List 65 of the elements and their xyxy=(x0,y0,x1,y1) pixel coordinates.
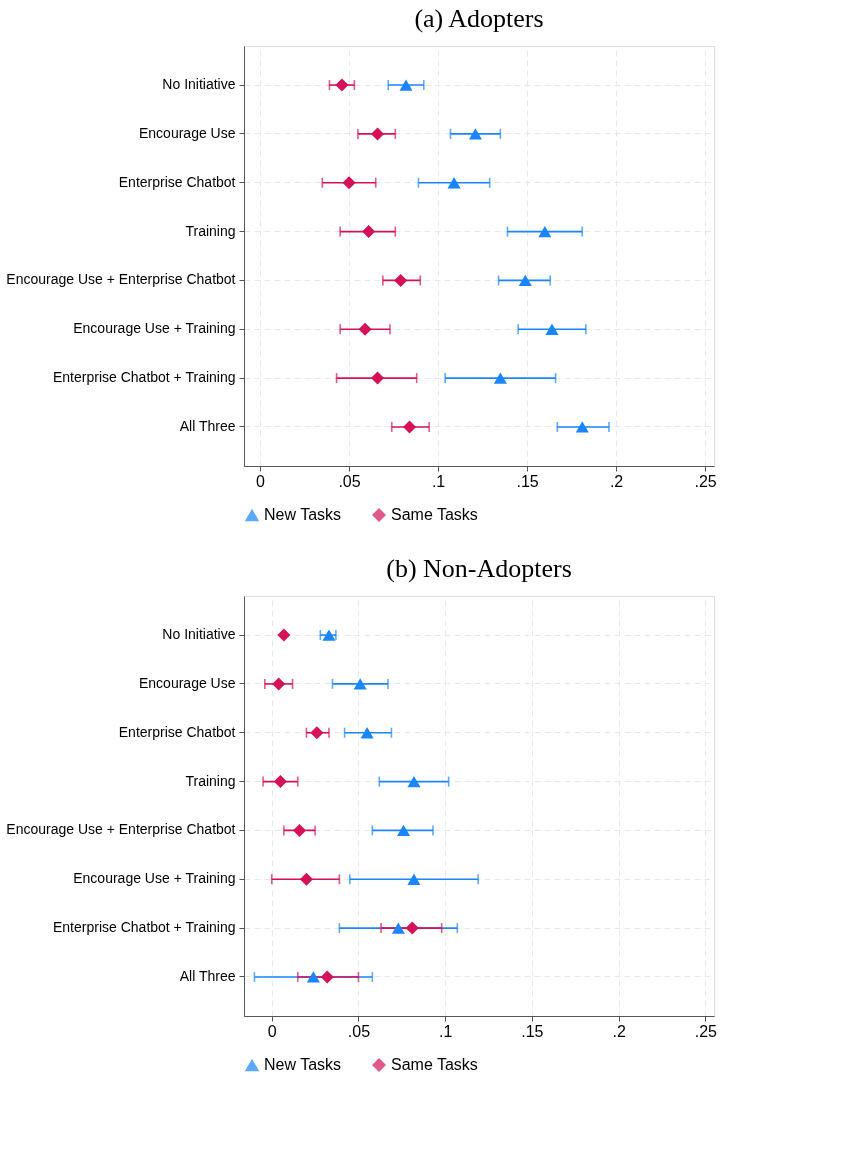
x-tick-label: .2 xyxy=(609,472,624,490)
y-tick-label: Encourage Use xyxy=(138,674,236,691)
y-tick-label: Training xyxy=(185,222,236,239)
point xyxy=(538,225,552,238)
y-tick-label: Training xyxy=(185,772,236,789)
x-tick-label: .2 xyxy=(612,1022,626,1040)
x-tick-label: .1 xyxy=(439,1022,453,1040)
y-tick-label: Enterprise Chatbot xyxy=(118,173,236,190)
point xyxy=(320,970,334,984)
point xyxy=(310,726,324,740)
y-tick-label: Encourage Use + Enterprise Chatbot xyxy=(6,821,236,838)
point xyxy=(518,274,532,287)
point xyxy=(391,922,405,934)
point xyxy=(360,727,374,739)
y-tick-label: Enterprise Chatbot + Training xyxy=(53,919,236,936)
x-tick-label: .05 xyxy=(338,472,361,490)
x-tick-label: .15 xyxy=(516,472,539,490)
point xyxy=(407,775,421,788)
point xyxy=(299,872,313,886)
y-tick-label: Encourage Use + Training xyxy=(73,320,236,337)
legend-label: New Tasks xyxy=(264,1056,342,1074)
point xyxy=(358,322,372,336)
point xyxy=(292,823,307,837)
point xyxy=(397,824,411,837)
point xyxy=(272,677,286,691)
legend-label: New Tasks xyxy=(264,506,342,524)
legend-label: Same Tasks xyxy=(391,1056,478,1074)
y-tick-label: No Initiative xyxy=(162,626,236,643)
y-tick-label: Encourage Use + Enterprise Chatbot xyxy=(6,271,236,288)
x-tick-label: 0 xyxy=(256,472,266,490)
point xyxy=(335,78,349,92)
y-tick-label: Encourage Use + Training xyxy=(73,870,236,887)
point xyxy=(405,921,419,935)
point xyxy=(447,177,461,189)
point xyxy=(545,323,559,335)
legend-label: Same Tasks xyxy=(391,506,478,524)
point xyxy=(468,128,482,140)
point xyxy=(371,371,385,385)
x-tick-label: .15 xyxy=(521,1022,544,1040)
x-tick-label: .1 xyxy=(431,472,446,490)
y-tick-label: Enterprise Chatbot xyxy=(118,723,236,740)
point xyxy=(277,628,291,642)
chart-title: (a) Adopters xyxy=(414,4,544,33)
point xyxy=(371,127,385,141)
point xyxy=(394,273,408,287)
point xyxy=(342,176,356,190)
point xyxy=(575,421,589,433)
point xyxy=(493,372,507,384)
x-tick-label: .25 xyxy=(694,1022,718,1040)
x-tick-label: 0 xyxy=(267,1022,277,1040)
chart-title: (b) Non-Adopters xyxy=(386,554,572,583)
y-tick-label: No Initiative xyxy=(162,76,236,93)
point xyxy=(407,873,421,885)
y-tick-label: All Three xyxy=(179,967,236,984)
y-tick-label: Encourage Use xyxy=(138,124,236,141)
x-tick-label: .25 xyxy=(694,472,717,490)
point xyxy=(403,420,417,434)
y-tick-label: All Three xyxy=(179,417,236,434)
y-tick-label: Enterprise Chatbot + Training xyxy=(53,369,236,386)
point xyxy=(399,79,413,91)
point xyxy=(353,678,367,690)
point xyxy=(273,775,287,789)
x-tick-label: .05 xyxy=(347,1022,371,1040)
point xyxy=(362,225,376,239)
point xyxy=(306,971,320,983)
